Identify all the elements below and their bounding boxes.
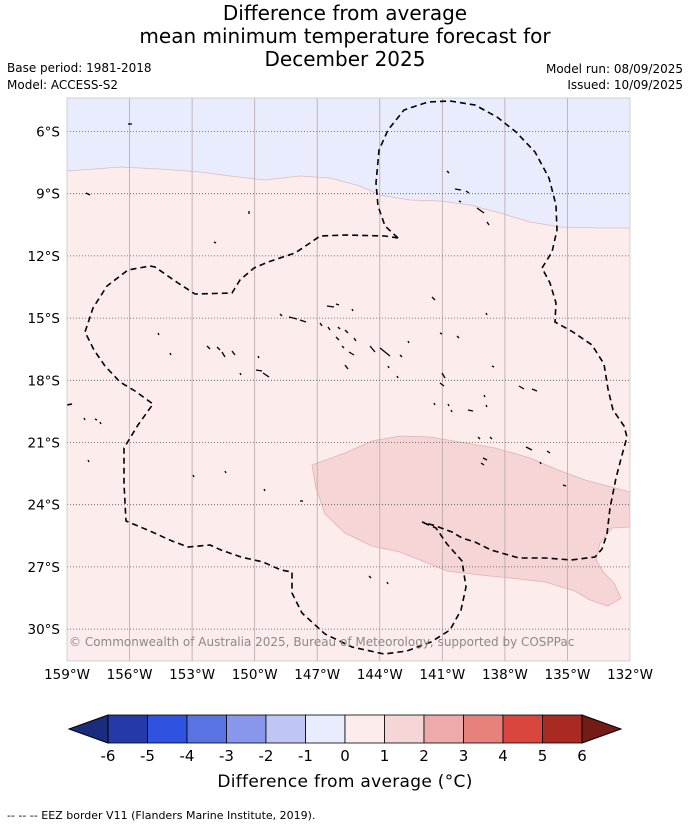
- longitude-labels: 159°W 156°W 153°W 150°W 147°W 144°W 141°W 138°W…: [44, 667, 653, 683]
- colorbar-tick-label: 3: [459, 747, 469, 765]
- colorbar-cell: [344, 714, 385, 744]
- colorbar-cell: [502, 714, 543, 744]
- forecast-map: 6°S 9°S 12°S 15°S 18°S 21°S 24°S 27°S 30°S 159°W…: [28, 97, 653, 765]
- lon-tick-label: 138°W: [482, 667, 528, 683]
- region-border-north: [67, 166, 630, 229]
- colorbar-cell: [226, 714, 267, 744]
- base-period: Base period: 1981-2018: [7, 61, 152, 75]
- lat-tick-label: 24°S: [28, 498, 61, 514]
- anomaly-region-minus1-to-0: [67, 98, 630, 228]
- lat-tick-label: 15°S: [28, 311, 61, 327]
- copyright-notice: © Commonwealth of Australia 2025, Bureau…: [69, 635, 574, 649]
- colorbar: -6 -5 -4 -3 -2 -1 0 1 2 3 4 5 6: [67, 714, 623, 765]
- lon-tick-label: 141°W: [419, 667, 465, 683]
- anomaly-region-1-to-2: [311, 435, 630, 607]
- colorbar-tick-label: 4: [498, 747, 508, 765]
- colorbar-cell: [423, 714, 464, 744]
- lon-tick-label: 144°W: [357, 667, 403, 683]
- colorbar-label: Difference from average (°C): [217, 772, 473, 792]
- colorbar-tick-label: -4: [180, 747, 195, 765]
- colorbar-cell: [186, 714, 227, 744]
- lon-tick-label: 159°W: [44, 667, 90, 683]
- colorbar-over-arrow: [581, 714, 623, 744]
- eez-legend: -- -- -- EEZ border V11 (Flanders Marine…: [7, 809, 316, 822]
- colorbar-tick-label: 5: [538, 747, 548, 765]
- colorbar-cell: [265, 714, 306, 744]
- lat-tick-label: 9°S: [36, 187, 60, 203]
- islands: [83, 123, 567, 585]
- colorbar-tick-label: -3: [219, 747, 234, 765]
- model-name: Model: ACCESS-S2: [7, 78, 119, 92]
- title-line-3: December 2025: [264, 47, 426, 71]
- lon-tick-label: 135°W: [545, 667, 591, 683]
- colorbar-cell: [147, 714, 188, 744]
- colorbar-cell: [463, 714, 504, 744]
- issued-date: Issued: 10/09/2025: [567, 78, 683, 92]
- lon-tick-label: 156°W: [107, 667, 153, 683]
- colorbar-tick-label: -6: [101, 747, 116, 765]
- lon-tick-label: 150°W: [232, 667, 278, 683]
- colorbar-cell: [542, 714, 583, 744]
- lon-tick-label: 132°W: [607, 667, 653, 683]
- lon-tick-label: 153°W: [169, 667, 215, 683]
- lat-tick-label: 18°S: [28, 373, 61, 389]
- colorbar-tick-label: 0: [340, 747, 350, 765]
- model-run: Model run: 08/09/2025: [545, 62, 683, 76]
- colorbar-tick-label: -5: [140, 747, 155, 765]
- colorbar-tick-label: 1: [380, 747, 390, 765]
- title-line-1: Difference from average: [222, 1, 468, 25]
- lat-tick-label: 6°S: [36, 125, 60, 141]
- colorbar-tick-label: -1: [298, 747, 313, 765]
- latitude-labels: 6°S 9°S 12°S 15°S 18°S 21°S 24°S 27°S 30°S: [28, 125, 61, 639]
- lat-tick-label: 12°S: [28, 249, 61, 265]
- colorbar-tick-label: 2: [419, 747, 429, 765]
- lon-tick-label: 147°W: [294, 667, 340, 683]
- colorbar-tick-label: 6: [577, 747, 587, 765]
- colorbar-cell: [384, 714, 425, 744]
- eez-border: [67, 100, 628, 655]
- title-line-2: mean minimum temperature forecast for: [139, 24, 551, 48]
- map-frame: [66, 97, 631, 662]
- lat-tick-label: 27°S: [28, 560, 61, 576]
- lat-tick-label: 30°S: [28, 622, 61, 638]
- colorbar-tick-label: -2: [259, 747, 274, 765]
- gridlines: [67, 98, 630, 661]
- colorbar-cell: [305, 714, 346, 744]
- lat-tick-label: 21°S: [28, 436, 61, 452]
- colorbar-cell: [107, 714, 148, 744]
- colorbar-under-arrow: [67, 714, 109, 744]
